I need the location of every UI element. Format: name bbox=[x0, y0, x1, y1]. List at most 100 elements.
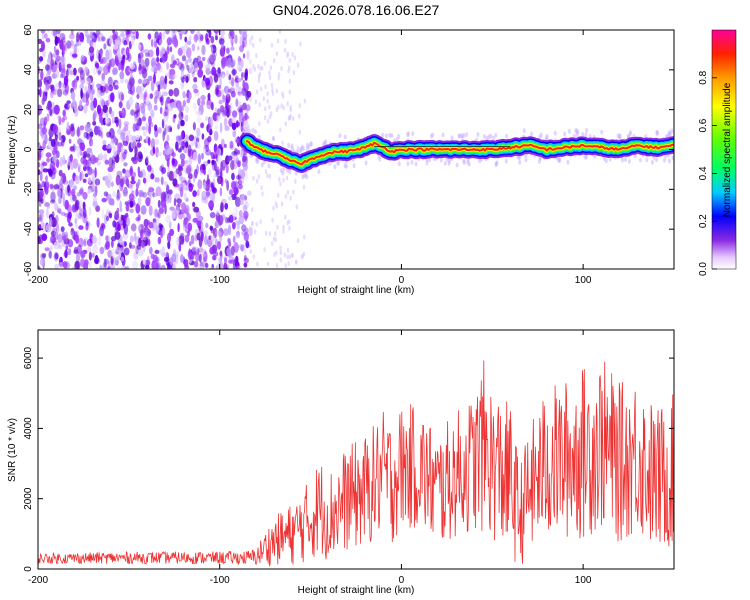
noise-blob bbox=[238, 30, 243, 35]
noise-blob bbox=[138, 86, 145, 92]
noise-blob bbox=[75, 159, 79, 165]
noise-blob bbox=[49, 216, 53, 228]
noise-blob bbox=[281, 140, 284, 146]
noise-blob bbox=[80, 97, 87, 104]
noise-blob bbox=[87, 165, 91, 170]
noise-blob bbox=[263, 115, 267, 121]
noise-blob bbox=[155, 186, 162, 197]
noise-blob bbox=[288, 78, 292, 84]
noise-blob bbox=[39, 258, 45, 266]
noise-blob bbox=[74, 260, 80, 269]
halo-blob bbox=[336, 160, 340, 166]
noise-blob bbox=[259, 65, 262, 71]
noise-blob bbox=[156, 151, 163, 157]
halo-blob bbox=[381, 132, 385, 138]
noise-blob bbox=[78, 32, 85, 43]
noise-blob bbox=[91, 88, 96, 94]
noise-blob bbox=[73, 246, 78, 254]
halo-blob bbox=[563, 131, 567, 137]
y-tick-label: 0 bbox=[23, 566, 34, 572]
noise-blob bbox=[98, 152, 103, 160]
noise-blob bbox=[220, 170, 223, 179]
noise-blob bbox=[247, 190, 252, 196]
noise-blob bbox=[288, 115, 291, 121]
noise-blob bbox=[273, 58, 276, 64]
noise-blob bbox=[42, 161, 48, 167]
noise-blob bbox=[38, 123, 43, 130]
noise-blob bbox=[115, 120, 119, 127]
noise-blob bbox=[158, 39, 163, 45]
noise-blob bbox=[118, 251, 122, 259]
noise-blob bbox=[195, 253, 200, 262]
noise-blob bbox=[123, 40, 127, 46]
noise-blob bbox=[209, 212, 216, 219]
noise-blob bbox=[204, 64, 211, 70]
noise-blob bbox=[123, 121, 130, 126]
noise-blob bbox=[111, 116, 115, 124]
noise-blob bbox=[73, 46, 79, 53]
noise-blob bbox=[161, 56, 166, 63]
noise-blob bbox=[156, 211, 160, 219]
noise-blob bbox=[274, 237, 277, 242]
noise-blob bbox=[186, 213, 191, 222]
noise-blob bbox=[48, 52, 51, 64]
noise-blob bbox=[241, 121, 244, 127]
noise-blob bbox=[164, 124, 168, 135]
noise-blob bbox=[182, 100, 186, 107]
noise-blob bbox=[277, 72, 281, 78]
noise-blob bbox=[223, 117, 228, 128]
noise-blob bbox=[176, 236, 181, 247]
colorbar: 0.0 0.2 0.4 0.6 0.8 Normalized spectral ampl… bbox=[698, 29, 737, 276]
noise-blob bbox=[82, 201, 86, 210]
noise-blob bbox=[57, 233, 62, 244]
noise-blob bbox=[161, 167, 167, 174]
noise-blob bbox=[124, 169, 131, 179]
noise-blob bbox=[83, 131, 89, 139]
halo-blob bbox=[254, 129, 257, 134]
halo-blob bbox=[505, 133, 509, 139]
noise-blob bbox=[286, 189, 290, 195]
noise-blob bbox=[79, 142, 86, 152]
halo-blob bbox=[439, 157, 443, 163]
noise-blob bbox=[197, 179, 203, 190]
noise-blob bbox=[73, 67, 77, 76]
noise-blob bbox=[281, 91, 284, 97]
halo-blob bbox=[397, 161, 401, 167]
noise-blob bbox=[192, 190, 197, 198]
noise-blob bbox=[212, 112, 219, 122]
noise-blob bbox=[291, 253, 294, 258]
noise-blob bbox=[99, 66, 105, 71]
noise-blob bbox=[157, 213, 161, 219]
noise-blob bbox=[266, 118, 270, 124]
noise-blob bbox=[198, 104, 204, 116]
noise-blob bbox=[200, 94, 206, 101]
noise-blob bbox=[136, 93, 140, 100]
noise-blob bbox=[50, 191, 56, 203]
noise-blob bbox=[186, 98, 191, 104]
noise-blob bbox=[123, 176, 129, 185]
noise-blob bbox=[201, 152, 204, 160]
halo-blob bbox=[300, 144, 304, 150]
noise-blob bbox=[137, 166, 141, 174]
halo-blob bbox=[476, 132, 480, 137]
noise-blob bbox=[148, 123, 152, 135]
noise-blob bbox=[90, 169, 95, 174]
noise-blob bbox=[210, 152, 215, 157]
noise-blob bbox=[237, 60, 242, 67]
noise-blob bbox=[129, 235, 134, 243]
noise-blob bbox=[132, 156, 138, 165]
noise-blob bbox=[145, 155, 149, 164]
noise-blob bbox=[219, 260, 223, 269]
noise-blob bbox=[96, 217, 100, 228]
noise-blob bbox=[64, 102, 68, 109]
noise-blob bbox=[80, 76, 86, 85]
noise-blob bbox=[159, 49, 164, 58]
halo-blob bbox=[352, 163, 356, 169]
noise-blob bbox=[115, 56, 119, 67]
noise-blob bbox=[77, 163, 81, 169]
noise-blob bbox=[203, 181, 207, 190]
noise-blob bbox=[46, 113, 50, 122]
noise-blob bbox=[150, 138, 156, 149]
noise-blob bbox=[193, 62, 199, 73]
noise-blob bbox=[260, 86, 263, 92]
